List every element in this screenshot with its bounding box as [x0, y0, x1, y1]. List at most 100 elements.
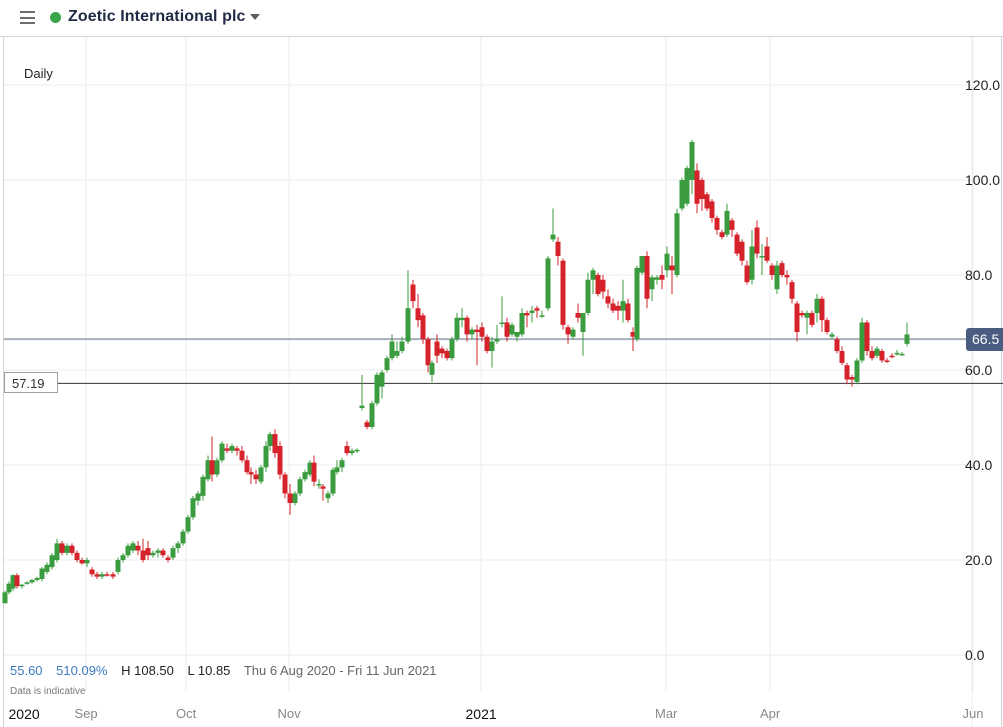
candle-up	[229, 446, 235, 451]
candle-down	[145, 548, 151, 556]
candle-down	[764, 246, 770, 261]
candle-down	[600, 279, 606, 292]
candle-down	[272, 434, 278, 454]
candle-down	[729, 220, 735, 230]
y-tick-label: 120.0	[965, 77, 1001, 93]
candle-up	[649, 277, 655, 290]
candle-down	[425, 339, 431, 366]
candle-up	[330, 469, 336, 494]
candle-up	[84, 560, 90, 564]
candle-up	[620, 301, 626, 311]
x-tick-label: 2021	[465, 706, 497, 722]
candle-up	[664, 253, 670, 271]
candle-up	[150, 552, 156, 556]
candle-up	[292, 493, 298, 503]
candle-up	[200, 476, 206, 496]
candle-up	[354, 449, 360, 452]
candle-up	[155, 550, 161, 553]
candle-down	[69, 545, 75, 553]
candle-up	[449, 339, 455, 359]
candle-down	[224, 448, 230, 451]
candle-up	[316, 484, 322, 486]
candle-down	[479, 327, 485, 337]
candle-up	[302, 472, 308, 480]
candle-down	[779, 263, 785, 275]
candle-down	[824, 320, 830, 332]
candle-up	[29, 579, 35, 583]
candle-down	[209, 460, 215, 475]
hamburger-menu-icon[interactable]	[20, 11, 35, 24]
candle-up	[195, 493, 201, 501]
candle-down	[14, 575, 20, 587]
candle-down	[165, 557, 171, 560]
candle-down	[160, 550, 166, 556]
candle-down	[869, 351, 875, 359]
candle-down	[739, 241, 745, 261]
candle-up	[580, 313, 586, 332]
candle-up	[394, 351, 400, 356]
candle-up	[39, 568, 45, 579]
candle-up	[339, 460, 345, 468]
candle-up	[405, 308, 411, 342]
candle-up	[130, 543, 136, 551]
candle-up	[674, 213, 680, 275]
candle-down	[809, 313, 815, 325]
candle-up	[19, 584, 25, 587]
candle-down	[464, 317, 470, 335]
candle-down	[410, 284, 416, 302]
disclaimer-text: Data is indicative	[10, 686, 86, 697]
candle-up	[49, 555, 55, 568]
candle-up	[214, 460, 220, 475]
chart-left-border	[3, 37, 4, 727]
candle-down	[734, 234, 740, 254]
change-value: 55.60	[10, 663, 43, 678]
candle-up	[570, 329, 576, 337]
candle-up	[499, 322, 505, 324]
candle-down	[248, 472, 254, 475]
candlestick-chart[interactable]	[0, 37, 1003, 727]
candle-up	[99, 574, 105, 577]
candle-up	[369, 403, 375, 427]
candle-up	[679, 180, 685, 209]
candle-down	[754, 227, 760, 254]
interval-label[interactable]: Daily	[22, 66, 55, 81]
candle-down	[699, 180, 705, 199]
candle-up	[494, 339, 500, 342]
candle-down	[844, 365, 850, 380]
instrument-name[interactable]: Zoetic International plc	[68, 8, 246, 25]
candle-down	[769, 265, 775, 275]
candle-down	[719, 232, 725, 237]
candle-up	[44, 564, 50, 572]
candle-down	[439, 348, 445, 354]
x-tick-label: Mar	[655, 706, 678, 721]
candle-up	[550, 234, 556, 240]
candle-down	[110, 574, 116, 577]
candle-down	[659, 275, 665, 280]
candle-up	[334, 467, 340, 473]
candle-up	[6, 583, 12, 593]
candle-down	[669, 265, 675, 271]
top-bar: Zoetic International plc	[0, 0, 1003, 37]
candle-up	[349, 450, 355, 454]
candle-up	[854, 360, 860, 382]
candle-up	[24, 582, 30, 584]
candle-down	[644, 256, 650, 299]
candle-up	[469, 329, 475, 335]
candle-up	[64, 545, 70, 553]
candle-down	[555, 241, 561, 256]
candle-up	[639, 256, 645, 273]
caret-down-icon[interactable]	[250, 14, 260, 20]
candle-up	[899, 353, 905, 356]
candle-up	[125, 545, 131, 556]
candle-up	[804, 313, 810, 318]
candle-down	[104, 574, 110, 576]
x-tick-label: Sep	[74, 706, 98, 721]
candle-down	[839, 351, 845, 363]
candle-down	[484, 336, 490, 351]
candle-up	[175, 543, 181, 549]
candle-down	[884, 360, 890, 362]
candle-up	[307, 462, 313, 475]
candle-up	[514, 332, 520, 337]
candle-up	[10, 575, 16, 589]
candle-down	[89, 569, 95, 575]
